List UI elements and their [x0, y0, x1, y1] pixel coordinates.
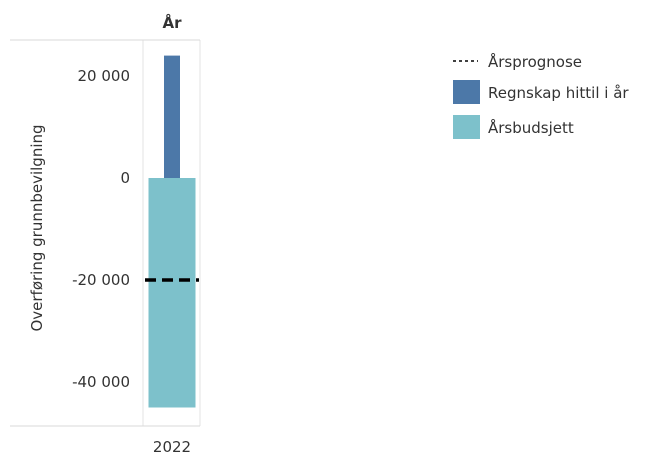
chart-marks — [145, 55, 199, 408]
x-tick-label-2022: 2022 — [153, 438, 191, 456]
y-tick-label: -20 000 — [72, 271, 130, 289]
legend-label-regnskap: Regnskap hittil i år — [488, 84, 629, 102]
bar-regnskap-2022 — [164, 55, 180, 178]
y-tick-label: -40 000 — [72, 373, 130, 391]
y-axis-title: Overføring grunnbevilgning — [28, 124, 46, 331]
column-header: År — [162, 13, 182, 32]
legend-swatch-arsbudsjett — [453, 115, 480, 139]
y-axis-ticks: 20 000 0 -20 000 -40 000 — [72, 67, 130, 391]
legend-label-arsbudsjett: Årsbudsjett — [488, 118, 574, 137]
y-tick-label: 20 000 — [78, 67, 131, 85]
legend-swatch-regnskap — [453, 80, 480, 104]
y-tick-label: 0 — [120, 169, 130, 187]
bar-arsbudsjett-2022 — [148, 178, 196, 408]
legend: Årsprognose Regnskap hittil i år Årsbuds… — [453, 52, 629, 139]
legend-label-arsprognose: Årsprognose — [488, 52, 582, 71]
